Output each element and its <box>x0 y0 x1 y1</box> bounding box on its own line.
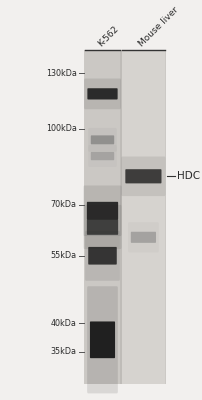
Text: 35kDa: 35kDa <box>50 347 76 356</box>
FancyBboxPatch shape <box>89 322 115 358</box>
Bar <box>121 50 164 384</box>
Text: 70kDa: 70kDa <box>50 200 76 209</box>
FancyBboxPatch shape <box>90 152 114 160</box>
FancyBboxPatch shape <box>84 78 120 109</box>
FancyBboxPatch shape <box>83 205 121 249</box>
Bar <box>119 50 121 384</box>
FancyBboxPatch shape <box>90 135 114 144</box>
FancyBboxPatch shape <box>87 88 117 100</box>
Text: 100kDa: 100kDa <box>46 124 76 134</box>
FancyBboxPatch shape <box>83 186 121 236</box>
FancyBboxPatch shape <box>130 232 155 243</box>
FancyBboxPatch shape <box>85 231 119 281</box>
FancyBboxPatch shape <box>125 169 161 183</box>
Bar <box>84 50 165 384</box>
FancyBboxPatch shape <box>87 286 117 393</box>
Text: 40kDa: 40kDa <box>51 319 76 328</box>
Text: K-562: K-562 <box>96 24 120 48</box>
Text: 130kDa: 130kDa <box>46 69 76 78</box>
FancyBboxPatch shape <box>88 247 116 264</box>
FancyBboxPatch shape <box>86 202 118 220</box>
FancyBboxPatch shape <box>127 222 158 252</box>
Text: Mouse liver: Mouse liver <box>136 5 179 48</box>
Bar <box>85 50 119 384</box>
FancyBboxPatch shape <box>86 219 118 235</box>
Text: 55kDa: 55kDa <box>50 251 76 260</box>
FancyBboxPatch shape <box>121 156 165 196</box>
FancyBboxPatch shape <box>88 128 116 152</box>
Text: HDC: HDC <box>176 171 199 181</box>
